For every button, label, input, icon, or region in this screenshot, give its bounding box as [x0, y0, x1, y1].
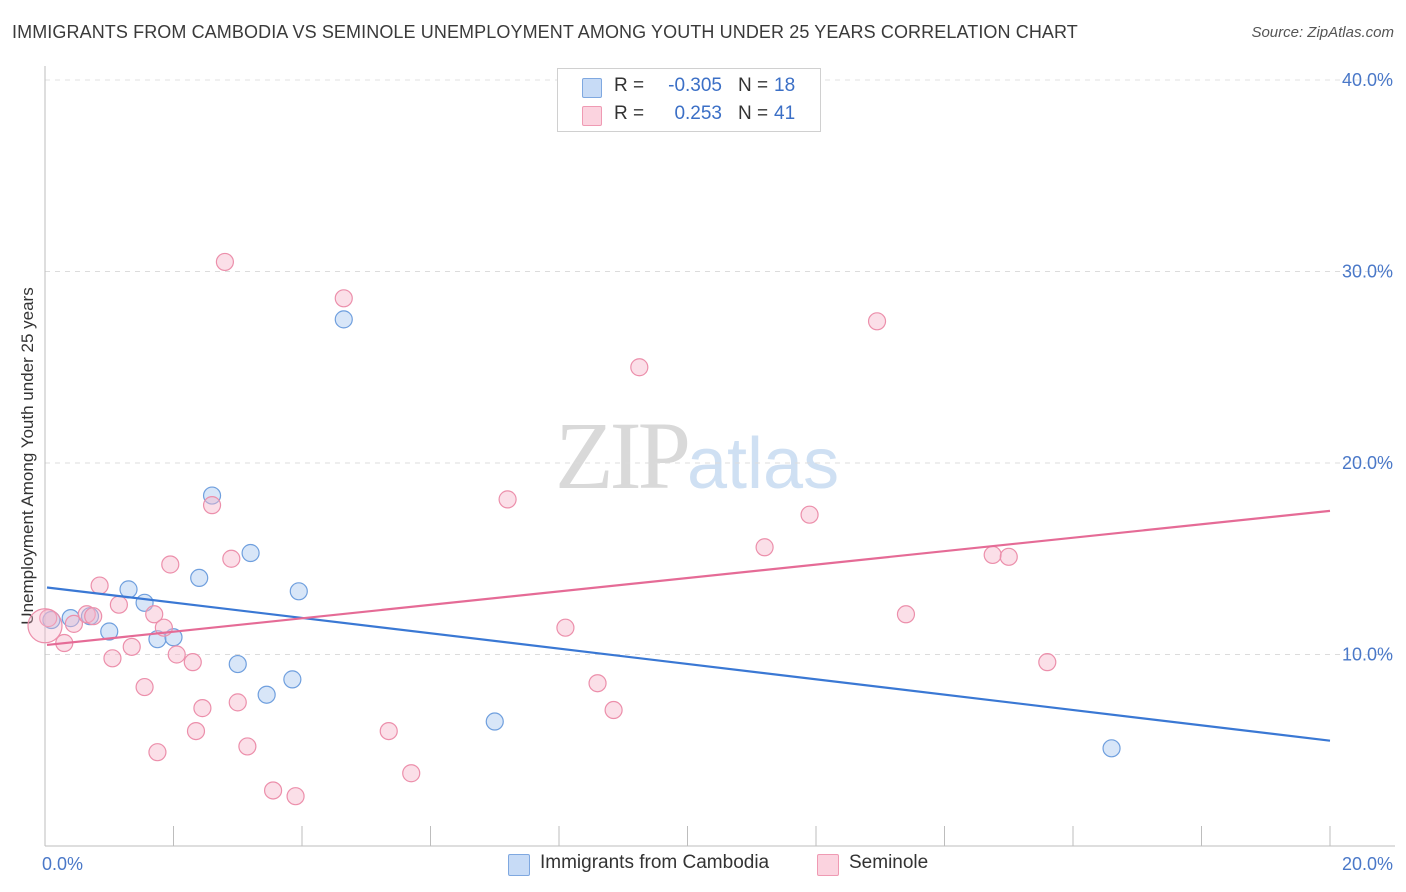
point-seminole: [402, 764, 421, 783]
point-seminole: [27, 608, 63, 644]
x-tick-label: 20.0%: [1342, 854, 1393, 874]
point-seminole: [755, 538, 774, 557]
point-seminole: [867, 312, 887, 331]
point-seminole: [222, 549, 241, 568]
point-seminole: [556, 618, 575, 637]
point-seminole: [186, 721, 206, 741]
point-seminole: [588, 674, 607, 693]
legend-swatch-seminole: [817, 854, 839, 876]
point-cambodia: [241, 543, 260, 563]
point-cambodia: [42, 610, 61, 630]
point-seminole: [193, 699, 212, 718]
point-cambodia: [1102, 739, 1121, 758]
legend-swatch-cambodia: [508, 854, 530, 876]
point-cambodia: [119, 580, 138, 599]
trend-line-cambodia: [46, 586, 1331, 742]
y-tick-label: 30.0%: [1342, 262, 1393, 282]
chart-title: IMMIGRANTS FROM CAMBODIA VS SEMINOLE UNE…: [12, 22, 1078, 42]
point-seminole: [145, 605, 164, 624]
point-seminole: [202, 496, 222, 515]
point-seminole: [286, 787, 305, 806]
legend-label-cambodia: Immigrants from Cambodia: [540, 852, 770, 873]
point-cambodia: [202, 486, 222, 505]
watermark-zip: ZIP: [555, 402, 691, 509]
point-seminole: [167, 645, 186, 664]
watermark: ZIPatlas: [555, 400, 839, 511]
stats-r-label: R =: [614, 75, 645, 96]
watermark-atlas: atlas: [687, 424, 840, 504]
point-seminole: [896, 605, 916, 624]
source-label: Source: ZipAtlas.com: [1251, 24, 1394, 41]
point-seminole: [84, 607, 103, 626]
point-seminole: [263, 781, 283, 800]
point-seminole: [983, 545, 1002, 565]
stats-n-value: 41: [774, 103, 796, 124]
point-seminole: [148, 743, 167, 762]
point-seminole: [1038, 653, 1057, 672]
point-seminole: [999, 547, 1018, 566]
trend-line-seminole: [46, 509, 1331, 647]
point-seminole: [103, 649, 122, 668]
stats-n-label: N =: [738, 75, 769, 96]
point-cambodia: [485, 712, 504, 731]
stats-box: R = -0.305 N = 18 R = 0.253 N = 41: [557, 68, 821, 132]
point-cambodia: [100, 622, 119, 641]
point-seminole: [228, 693, 247, 712]
point-seminole: [215, 252, 234, 272]
point-cambodia: [190, 568, 209, 588]
point-cambodia: [228, 654, 247, 674]
point-seminole: [800, 505, 819, 524]
point-seminole: [122, 637, 141, 656]
point-cambodia: [334, 310, 353, 329]
y-tick-label: 20.0%: [1342, 453, 1393, 473]
point-cambodia: [283, 670, 302, 689]
x-tick-label: 0.0%: [42, 854, 83, 874]
y-tick-label: 40.0%: [1342, 70, 1393, 90]
legend-label-seminole: Seminole: [849, 852, 929, 873]
point-seminole: [77, 605, 96, 624]
stats-n-label: N =: [738, 103, 769, 124]
point-seminole: [334, 289, 353, 308]
point-seminole: [630, 358, 649, 377]
point-seminole: [64, 614, 84, 633]
stats-r-label: R =: [614, 103, 645, 124]
stats-swatch-cambodia: [582, 78, 602, 98]
stats-r-value: -0.305: [668, 75, 722, 96]
point-seminole: [109, 595, 128, 614]
stats-r-value: 0.253: [674, 103, 722, 124]
point-cambodia: [289, 582, 308, 601]
point-seminole: [604, 700, 623, 720]
stats-n-value: 18: [774, 75, 796, 96]
point-seminole: [238, 737, 257, 756]
y-tick-label: 10.0%: [1342, 645, 1393, 665]
stats-swatch-seminole: [582, 106, 602, 126]
point-cambodia: [257, 685, 276, 704]
point-seminole: [379, 721, 398, 741]
point-seminole: [135, 677, 154, 697]
point-seminole: [498, 490, 517, 509]
point-seminole: [90, 576, 109, 595]
point-seminole: [183, 653, 202, 672]
point-seminole: [161, 555, 180, 574]
